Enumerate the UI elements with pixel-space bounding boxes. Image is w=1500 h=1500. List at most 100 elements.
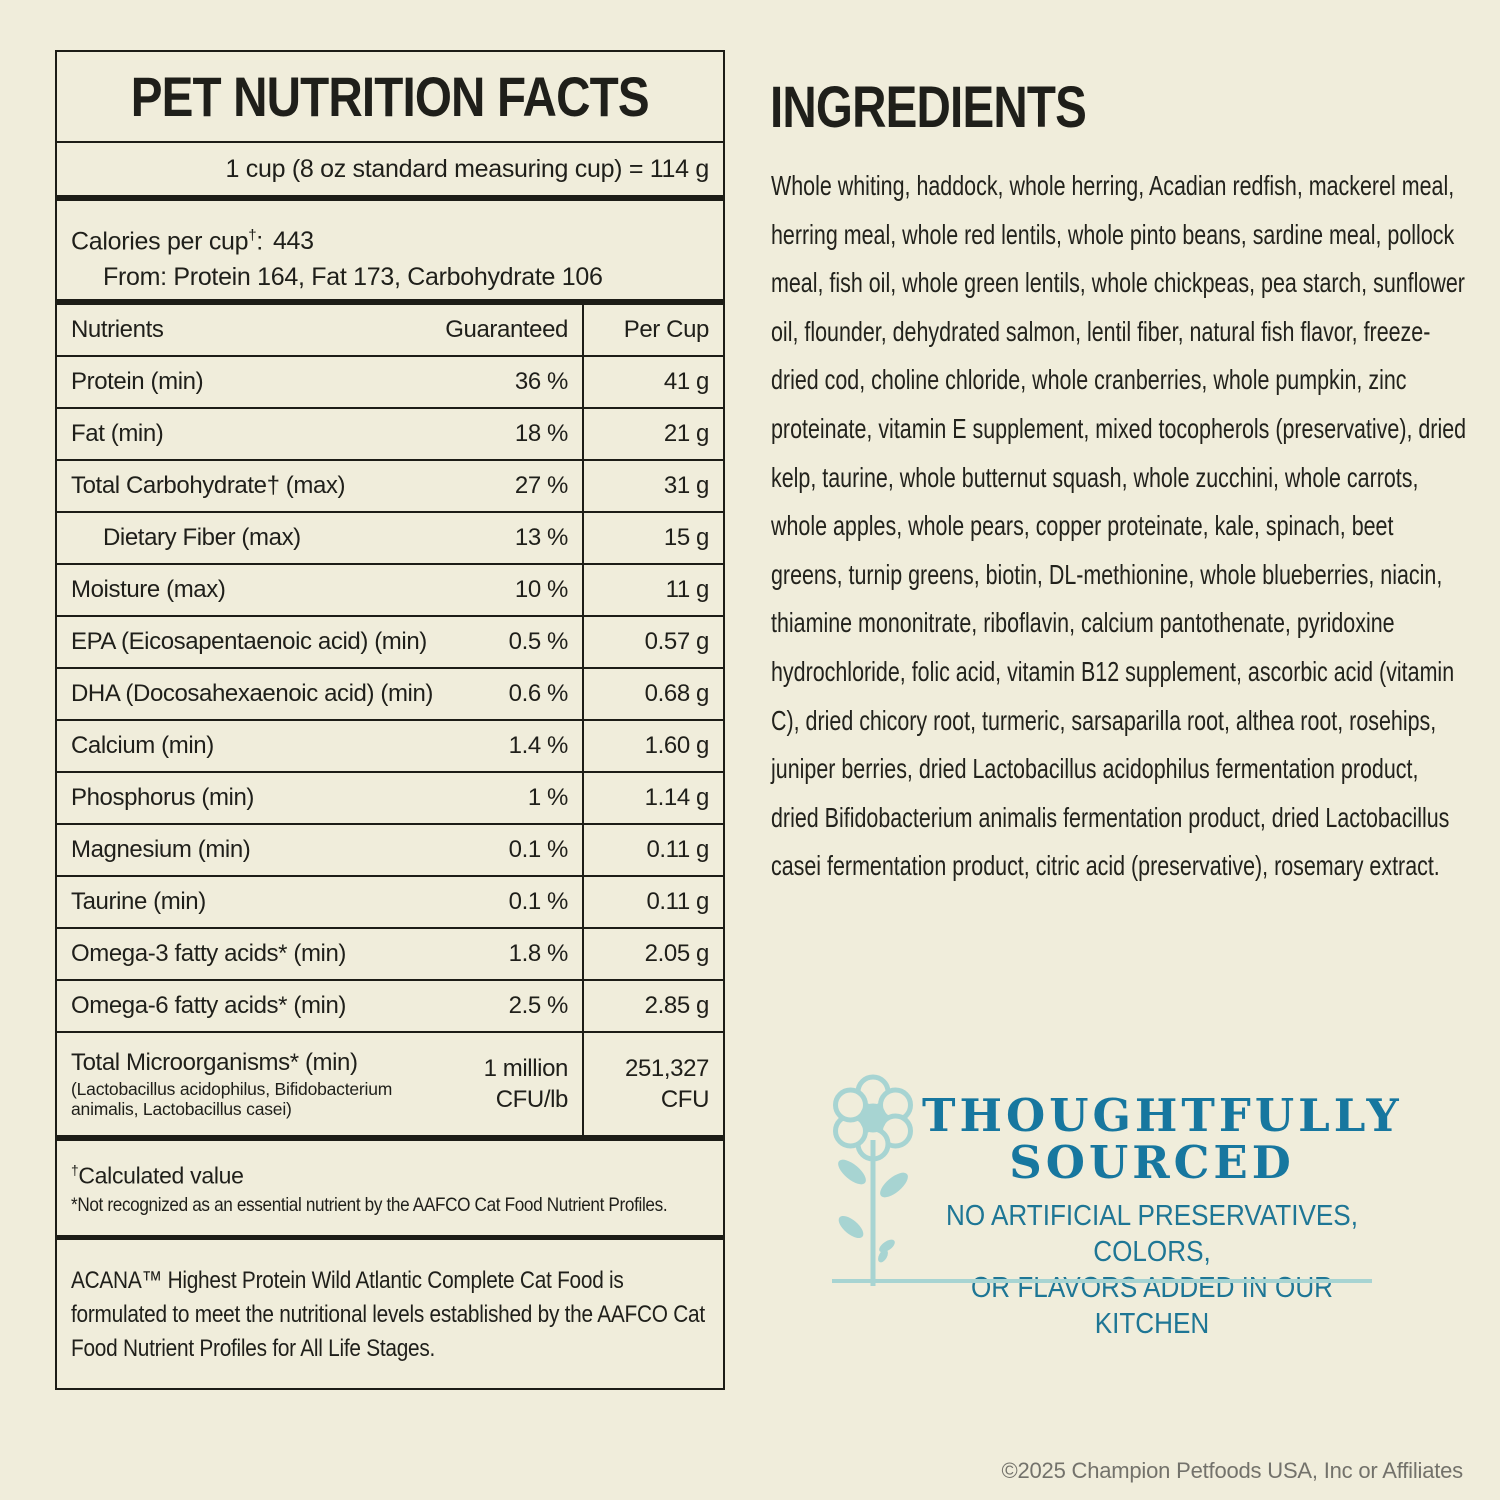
nutrient-name: Calcium (min) xyxy=(71,732,214,759)
serving-size-line: 1 cup (8 oz standard measuring cup) = 11… xyxy=(57,143,723,201)
nutrient-name-cell: EPA (Eicosapentaenoic acid) (min) xyxy=(57,628,443,656)
serving-size-text: 1 cup (8 oz standard measuring cup) = 11… xyxy=(225,154,710,183)
table-row: Moisture (max) 10 % 11 g xyxy=(57,565,723,617)
nutrient-name: EPA (Eicosapentaenoic acid) (min) xyxy=(71,628,427,655)
per-cup-value-cell: 41 g xyxy=(663,368,710,395)
guaranteed-value-cell: 10 % xyxy=(443,565,584,615)
table-row: Phosphorus (min) 1 % 1.14 g xyxy=(57,773,723,825)
nutrient-name-cell: Dietary Fiber (max) xyxy=(57,524,443,552)
guaranteed-value-cell: 0.6 % xyxy=(443,669,584,719)
emblem-subtitle: NO ARTIFICIAL PRESERVATIVES, COLORS, OR … xyxy=(945,1198,1359,1342)
per-cup-value-cell: 11 g xyxy=(665,576,710,603)
guaranteed-value-cell: 0.1 % xyxy=(443,825,584,875)
nutrient-name-cell: Omega-3 fatty acids* (min) xyxy=(57,940,443,968)
table-row: Fat (min) 18 % 21 g xyxy=(57,409,723,461)
guaranteed-value-cell: 36 % xyxy=(443,357,584,407)
nutrient-name-cell: Phosphorus (min) xyxy=(57,784,443,812)
emblem-subtitle-line2: OR FLAVORS ADDED IN OUR KITCHEN xyxy=(970,1272,1334,1340)
guaranteed-value-cell: 27 % xyxy=(443,461,584,511)
emblem-baseline-rule xyxy=(832,1279,1372,1283)
per-cup-value-cell: 1.60 g xyxy=(644,732,710,759)
panel-title-section: PET NUTRITION FACTS xyxy=(57,52,723,143)
nutrient-name: Total Microorganisms* (min) xyxy=(71,1048,358,1076)
table-row: Dietary Fiber (max) 13 % 15 g xyxy=(57,513,723,565)
per-cup-value-cell: 15 g xyxy=(663,524,710,551)
nutrient-name: DHA (Docosahexaenoic acid) (min) xyxy=(71,680,434,707)
flower-icon xyxy=(833,1074,913,1286)
guaranteed-value-cell: 0.5 % xyxy=(443,617,584,667)
nutrient-name: Dietary Fiber (max) xyxy=(103,524,301,551)
nutrient-note: (Lactobacillus acidophilus, Bifidobacter… xyxy=(71,1078,393,1120)
nutrient-name-cell: DHA (Docosahexaenoic acid) (min) xyxy=(57,680,443,708)
table-row: Calcium (min) 1.4 % 1.60 g xyxy=(57,721,723,773)
nutrient-name: Protein (min) xyxy=(71,368,204,395)
nutrient-name: Taurine (min) xyxy=(71,888,206,915)
nutrient-name: Total Carbohydrate† (max) xyxy=(71,472,346,499)
footnote-calculated: †Calculated value xyxy=(71,1162,244,1189)
calories-value: 443 xyxy=(272,227,314,256)
nutrient-name: Magnesium (min) xyxy=(71,836,251,863)
table-row: Omega-6 fatty acids* (min) 2.5 % 2.85 g xyxy=(57,981,723,1033)
table-header-row: Nutrients Guaranteed Per Cup xyxy=(57,305,723,357)
nutrient-name-cell: Protein (min) xyxy=(57,368,443,396)
aafco-statement: ACANA™ Highest Protein Wild Atlantic Com… xyxy=(71,1267,705,1362)
header-nutrients: Nutrients xyxy=(71,316,164,343)
ingredients-title: INGREDIENTS xyxy=(770,75,1087,140)
panel-title: PET NUTRITION FACTS xyxy=(130,65,650,128)
footnotes-section: †Calculated value *Not recognized as an … xyxy=(57,1141,723,1240)
nutrient-name: Fat (min) xyxy=(71,420,164,447)
nutrient-name: Omega-6 fatty acids* (min) xyxy=(71,992,347,1019)
table-row: Total Carbohydrate† (max) 27 % 31 g xyxy=(57,461,723,513)
nutrient-name: Moisture (max) xyxy=(71,576,226,603)
nutrient-name-cell: Taurine (min) xyxy=(57,888,443,916)
guaranteed-value-cell: 13 % xyxy=(443,513,584,563)
table-row: Total Microorganisms* (min) (Lactobacillu… xyxy=(57,1033,723,1135)
table-row: Taurine (min) 0.1 % 0.11 g xyxy=(57,877,723,929)
per-cup-value-cell: 251,327 CFU xyxy=(625,1055,709,1113)
calories-line: Calories per cup†: 443 xyxy=(71,227,314,256)
per-cup-value-cell: 0.68 g xyxy=(644,680,710,707)
per-cup-value-cell: 0.57 g xyxy=(644,628,710,655)
dagger-symbol: † xyxy=(71,1163,79,1178)
nutrient-name-cell: Moisture (max) xyxy=(57,576,443,604)
per-cup-value-cell: 1.14 g xyxy=(644,784,710,811)
table-row: DHA (Docosahexaenoic acid) (min) 0.6 % 0.6… xyxy=(57,669,723,721)
calories-section: Calories per cup†: 443 From: Protein 164,… xyxy=(57,201,723,305)
guaranteed-value-cell: 1 million CFU/lb xyxy=(443,1033,584,1135)
table-row: Omega-3 fatty acids* (min) 1.8 % 2.05 g xyxy=(57,929,723,981)
per-cup-value-cell: 2.05 g xyxy=(644,940,710,967)
per-cup-value-cell: 21 g xyxy=(663,420,710,447)
guaranteed-value-cell: 1.8 % xyxy=(443,929,584,979)
nutrient-name-cell: Magnesium (min) xyxy=(57,836,443,864)
pet-nutrition-facts-panel: PET NUTRITION FACTS 1 cup (8 oz standard… xyxy=(55,50,725,1390)
per-cup-value-cell: 31 g xyxy=(663,472,710,499)
guaranteed-value-cell: 1 % xyxy=(443,773,584,823)
copyright-text: ©2025 Champion Petfoods USA, Inc or Affi… xyxy=(1001,1458,1463,1483)
nutrient-name-cell: Omega-6 fatty acids* (min) xyxy=(57,992,443,1020)
nutrient-name-cell: Total Microorganisms* (min) (Lactobacillu… xyxy=(57,1049,443,1120)
header-guaranteed: Guaranteed xyxy=(443,305,584,355)
emblem-subtitle-line1: NO ARTIFICIAL PRESERVATIVES, COLORS, xyxy=(946,1200,1358,1268)
nutrient-name-cell: Fat (min) xyxy=(57,420,443,448)
emblem-title-line2: SOURCED xyxy=(1009,1136,1295,1189)
nutrient-name-cell: Total Carbohydrate† (max) xyxy=(57,472,443,500)
per-cup-value-cell: 2.85 g xyxy=(644,992,710,1019)
guaranteed-value-cell: 2.5 % xyxy=(443,981,584,1031)
table-row: Protein (min) 36 % 41 g xyxy=(57,357,723,409)
ingredients-text: Whole whiting, haddock, whole herring, A… xyxy=(771,170,1467,882)
footnote-not-recognized: *Not recognized as an essential nutrient… xyxy=(71,1193,668,1216)
per-cup-value-cell: 0.11 g xyxy=(646,836,709,863)
guaranteed-value-cell: 0.1 % xyxy=(443,877,584,927)
nutrient-name: Phosphorus (min) xyxy=(71,784,255,811)
table-row: EPA (Eicosapentaenoic acid) (min) 0.5 % 0.… xyxy=(57,617,723,669)
guaranteed-value-cell: 18 % xyxy=(443,409,584,459)
nutrient-name-cell: Calcium (min) xyxy=(57,732,443,760)
aafco-statement-section: ACANA™ Highest Protein Wild Atlantic Com… xyxy=(57,1240,723,1388)
emblem-text-block: THOUGHTFULLY SOURCED NO ARTIFICIAL PRESE… xyxy=(922,1089,1403,1342)
nutrients-table: Nutrients Guaranteed Per Cup Protein (mi… xyxy=(57,305,723,1141)
per-cup-value-cell: 0.11 g xyxy=(646,888,709,915)
emblem-title-line1: THOUGHTFULLY xyxy=(922,1089,1403,1142)
table-row: Magnesium (min) 0.1 % 0.11 g xyxy=(57,825,723,877)
thoughtfully-sourced-emblem: THOUGHTFULLY SOURCED NO ARTIFICIAL PRESE… xyxy=(826,1062,1399,1340)
guaranteed-value-cell: 1.4 % xyxy=(443,721,584,771)
